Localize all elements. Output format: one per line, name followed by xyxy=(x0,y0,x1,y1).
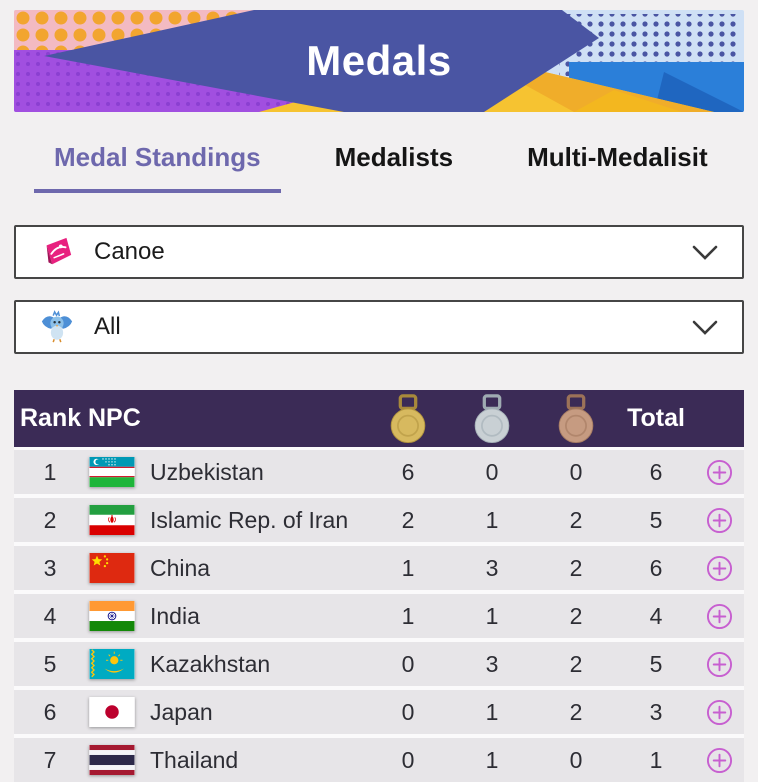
flag-th-icon xyxy=(86,745,142,775)
npc-name: China xyxy=(150,554,211,581)
category-select-value: All xyxy=(94,313,121,340)
banner-decoration xyxy=(14,10,744,112)
banner: Medals xyxy=(14,10,744,112)
bronze-count: 2 xyxy=(569,650,583,677)
tab-medal-standings[interactable]: Medal Standings xyxy=(34,132,281,193)
medal-standings-table: Rank NPC Total 1 Uzbekistan 6 0 0 6 2 Isl xyxy=(14,390,744,782)
tab-label: Multi-Medalisit xyxy=(527,142,708,172)
rank-value: 5 xyxy=(43,650,57,677)
total-count: 5 xyxy=(649,506,663,533)
bronze-medal-icon xyxy=(534,393,618,444)
bronze-count: 2 xyxy=(569,554,583,581)
table-row: 5 Kazakhstan 0 3 2 5 xyxy=(14,642,744,686)
gold-count: 0 xyxy=(401,698,415,725)
tab-label: Medalists xyxy=(334,142,454,172)
expand-row-button[interactable] xyxy=(694,747,744,774)
tab-medalists[interactable]: Medalists xyxy=(315,132,474,193)
npc-name: Thailand xyxy=(150,746,239,773)
npc-name: Kazakhstan xyxy=(150,650,271,677)
category-select[interactable]: All xyxy=(14,300,744,354)
page-title: Medals xyxy=(306,37,452,84)
flag-ir-icon xyxy=(86,505,142,535)
rank-value: 3 xyxy=(43,554,57,581)
rank-value: 4 xyxy=(43,602,57,629)
mascot-bird-icon xyxy=(40,310,74,344)
sport-select[interactable]: Canoe xyxy=(14,225,744,279)
tabs: Medal Standings Medalists Multi-Medalisi… xyxy=(14,132,744,193)
rank-value: 6 xyxy=(43,698,57,725)
table-header: Rank NPC Total xyxy=(14,390,744,447)
rank-value: 2 xyxy=(43,506,57,533)
silver-count: 1 xyxy=(485,698,499,725)
npc-name: Uzbekistan xyxy=(150,458,264,485)
chevron-down-icon xyxy=(692,245,718,260)
table-body: 1 Uzbekistan 6 0 0 6 2 Islamic Rep. of Iran 2 1 2 5… xyxy=(14,447,744,782)
sport-select-value: Canoe xyxy=(94,238,165,265)
table-row: 2 Islamic Rep. of Iran 2 1 2 5 xyxy=(14,498,744,542)
npc-name: Islamic Rep. of Iran xyxy=(150,506,349,533)
tab-multi-medalist[interactable]: Multi-Medalisit xyxy=(507,132,728,193)
expand-row-button[interactable] xyxy=(694,651,744,678)
flag-in-icon xyxy=(86,601,142,631)
silver-count: 3 xyxy=(485,554,499,581)
total-count: 1 xyxy=(649,746,663,773)
tab-label: Medal Standings xyxy=(54,142,261,172)
bronze-count: 2 xyxy=(569,506,583,533)
total-column-header: Total xyxy=(627,404,685,432)
flag-cn-icon xyxy=(86,553,142,583)
silver-count: 1 xyxy=(485,746,499,773)
flag-uz-icon xyxy=(86,457,142,487)
total-count: 4 xyxy=(649,602,663,629)
rank-column-header: Rank xyxy=(20,404,82,432)
bronze-count: 2 xyxy=(569,698,583,725)
gold-count: 0 xyxy=(401,650,415,677)
silver-count: 1 xyxy=(485,506,499,533)
silver-count: 3 xyxy=(485,650,499,677)
table-row: 7 Thailand 0 1 0 1 xyxy=(14,738,744,782)
table-row: 3 China 1 3 2 6 xyxy=(14,546,744,590)
npc-column-header: NPC xyxy=(88,404,141,432)
bronze-count: 0 xyxy=(569,746,583,773)
expand-row-button[interactable] xyxy=(694,507,744,534)
gold-count: 6 xyxy=(401,458,415,485)
silver-medal-icon xyxy=(450,393,534,444)
chevron-down-icon xyxy=(692,320,718,335)
expand-row-button[interactable] xyxy=(694,699,744,726)
npc-name: Japan xyxy=(150,698,213,725)
bronze-count: 0 xyxy=(569,458,583,485)
total-count: 5 xyxy=(649,650,663,677)
silver-count: 0 xyxy=(485,458,499,485)
gold-medal-icon xyxy=(366,393,450,444)
gold-count: 1 xyxy=(401,602,415,629)
gold-count: 0 xyxy=(401,746,415,773)
total-count: 3 xyxy=(649,698,663,725)
silver-count: 1 xyxy=(485,602,499,629)
table-row: 4 India 1 1 2 4 xyxy=(14,594,744,638)
expand-row-button[interactable] xyxy=(694,603,744,630)
table-row: 1 Uzbekistan 6 0 0 6 xyxy=(14,450,744,494)
gold-count: 1 xyxy=(401,554,415,581)
flag-kz-icon xyxy=(86,649,142,679)
canoe-pictogram-icon xyxy=(40,235,74,269)
rank-value: 7 xyxy=(43,746,57,773)
flag-jp-icon xyxy=(86,697,142,727)
bronze-count: 2 xyxy=(569,602,583,629)
expand-row-button[interactable] xyxy=(694,459,744,486)
expand-row-button[interactable] xyxy=(694,555,744,582)
rank-value: 1 xyxy=(43,458,57,485)
table-row: 6 Japan 0 1 2 3 xyxy=(14,690,744,734)
gold-count: 2 xyxy=(401,506,415,533)
total-count: 6 xyxy=(649,458,663,485)
total-count: 6 xyxy=(649,554,663,581)
npc-name: India xyxy=(150,602,200,629)
